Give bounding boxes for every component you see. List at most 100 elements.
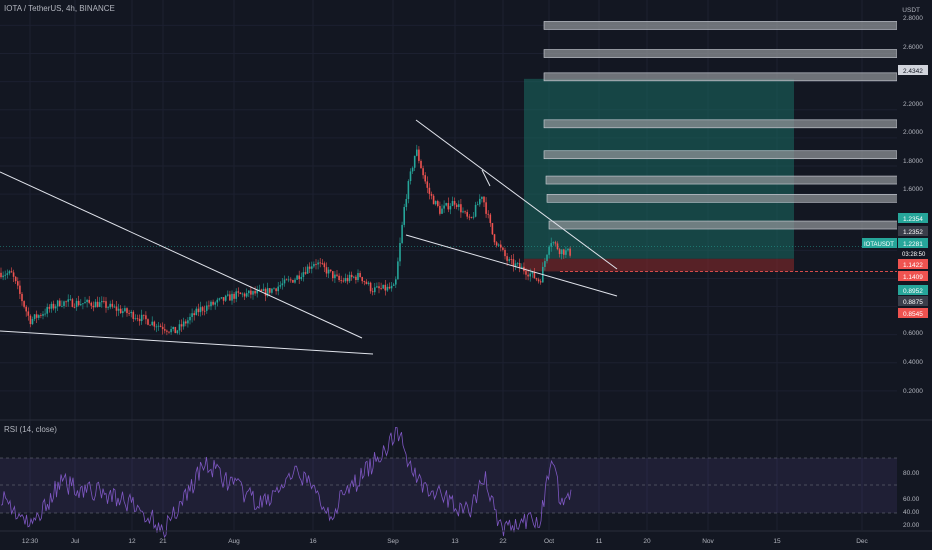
rsi-tick-label: 20.00 bbox=[903, 522, 920, 529]
candle-body bbox=[514, 263, 517, 267]
rsi-tick-label: 80.00 bbox=[903, 470, 920, 477]
candle-body bbox=[378, 286, 380, 289]
x-tick-label: 13 bbox=[451, 538, 459, 545]
price-badge-label: 0.8875 bbox=[903, 299, 923, 306]
candle-body bbox=[101, 301, 103, 303]
candle-body bbox=[94, 301, 97, 308]
candle-body bbox=[250, 290, 252, 295]
candle-body bbox=[411, 167, 414, 172]
trend-line bbox=[405, 234, 618, 297]
candle-body bbox=[6, 273, 9, 275]
candle-body bbox=[77, 300, 80, 306]
candle-body bbox=[75, 300, 78, 308]
candle-body bbox=[527, 274, 529, 277]
candle-body bbox=[159, 325, 162, 327]
candle-body bbox=[346, 278, 349, 282]
candle-body bbox=[302, 272, 305, 277]
candle-body bbox=[136, 318, 139, 320]
candle-body bbox=[518, 263, 521, 268]
candle-body bbox=[516, 263, 519, 264]
candle-body bbox=[403, 207, 405, 225]
candle-body bbox=[132, 311, 135, 319]
candle-body bbox=[462, 211, 464, 213]
candle-body bbox=[455, 204, 458, 207]
price-badge bbox=[898, 271, 928, 281]
price-badge-label: 1.1409 bbox=[903, 274, 923, 281]
candle-body bbox=[17, 281, 19, 286]
candle-body bbox=[275, 288, 277, 292]
y-tick-label: 0.2000 bbox=[903, 388, 923, 395]
candle-body bbox=[405, 199, 408, 208]
candle-body bbox=[409, 171, 412, 182]
candle-body bbox=[443, 205, 445, 209]
candle-body bbox=[544, 261, 546, 267]
candle-body bbox=[554, 242, 557, 244]
candle-body bbox=[298, 275, 300, 280]
candle-body bbox=[426, 181, 429, 188]
target-level-box bbox=[543, 150, 898, 160]
candle-body bbox=[332, 271, 334, 279]
candle-body bbox=[329, 269, 332, 272]
candle-body bbox=[533, 271, 536, 279]
candle-body bbox=[510, 259, 513, 260]
candle-body bbox=[264, 288, 267, 296]
candle-body bbox=[206, 305, 208, 311]
candle-body bbox=[48, 307, 51, 309]
candle-body bbox=[525, 271, 527, 275]
candle-body bbox=[140, 314, 143, 322]
price-badge-label: 1.2352 bbox=[903, 229, 923, 236]
candle-body bbox=[285, 279, 288, 281]
candle-body bbox=[392, 284, 395, 286]
rsi-tick-label: 40.00 bbox=[903, 509, 920, 516]
x-tick-label: 12:30 bbox=[22, 538, 39, 545]
candle-body bbox=[86, 299, 88, 303]
countdown-label: 03:28:50 bbox=[902, 252, 926, 258]
rsi-tick-label: 60.00 bbox=[903, 496, 920, 503]
candle-body bbox=[128, 313, 130, 314]
candle-body bbox=[117, 308, 120, 311]
candle-body bbox=[227, 294, 229, 296]
x-tick-label: Nov bbox=[702, 538, 714, 545]
candle-body bbox=[495, 242, 498, 246]
candle-body bbox=[418, 149, 420, 161]
candle-body bbox=[241, 293, 244, 295]
candle-body bbox=[44, 313, 46, 315]
candle-body bbox=[369, 282, 372, 292]
x-tick-label: 21 bbox=[159, 538, 167, 545]
symbol-title[interactable]: IOTA / TetherUS, 4h, BINANCE bbox=[4, 4, 115, 13]
x-tick-label: 20 bbox=[643, 538, 651, 545]
candle-body bbox=[239, 292, 242, 294]
candle-body bbox=[277, 286, 279, 292]
candle-body bbox=[376, 286, 378, 288]
candle-body bbox=[371, 291, 374, 293]
candle-body bbox=[180, 324, 183, 327]
rsi-title[interactable]: RSI (14, close) bbox=[4, 425, 57, 434]
candle-body bbox=[355, 276, 357, 281]
candle-body bbox=[479, 198, 481, 205]
candle-body bbox=[63, 301, 65, 306]
candle-body bbox=[304, 272, 307, 274]
candle-body bbox=[119, 308, 122, 314]
x-tick-label: 15 bbox=[773, 538, 781, 545]
trend-line bbox=[415, 119, 618, 270]
candle-body bbox=[416, 149, 418, 156]
candle-body bbox=[300, 276, 303, 280]
x-tick-label: 11 bbox=[596, 538, 603, 545]
candle-body bbox=[98, 302, 101, 307]
candle-body bbox=[468, 216, 471, 218]
candle-body bbox=[21, 293, 23, 302]
candle-body bbox=[42, 314, 44, 316]
candle-body bbox=[111, 303, 114, 307]
candle-body bbox=[338, 275, 340, 281]
target-level-box bbox=[543, 49, 898, 58]
y-tick-label: 1.6000 bbox=[903, 186, 923, 193]
candle-body bbox=[325, 267, 328, 274]
candle-body bbox=[208, 305, 210, 307]
candle-body bbox=[235, 291, 237, 299]
candle-body bbox=[231, 293, 233, 301]
candle-body bbox=[502, 247, 504, 250]
candle-body bbox=[67, 299, 69, 302]
candle-body bbox=[256, 290, 258, 294]
candle-body bbox=[176, 330, 179, 334]
